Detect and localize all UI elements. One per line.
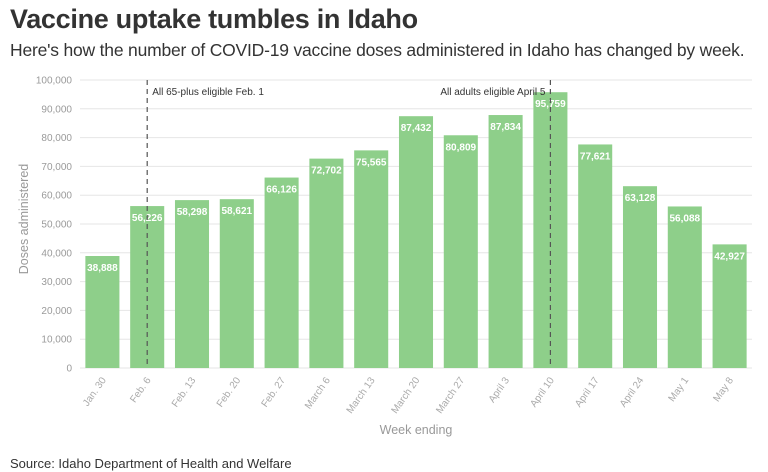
data-label: 72,702 xyxy=(311,166,342,177)
x-tick-label: Jan. 30 xyxy=(81,375,109,409)
annotation-label: All adults eligible April 5 xyxy=(440,87,545,98)
y-tick-label: 10,000 xyxy=(41,335,72,346)
annotations: All 65-plus eligible Feb. 1 All adults el… xyxy=(146,80,552,368)
x-tick-label: Feb. 6 xyxy=(128,375,154,405)
annotation-label: All 65-plus eligible Feb. 1 xyxy=(152,87,264,98)
source-note: Source: Idaho Department of Health and W… xyxy=(10,456,292,471)
y-tick-label: 40,000 xyxy=(41,248,72,259)
x-tick-label: March 6 xyxy=(303,375,333,411)
y-tick-label: 30,000 xyxy=(41,277,72,288)
x-axis-tick-labels: Jan. 30 Feb. 6 Feb. 13 Feb. 20 Feb. 27 March … xyxy=(81,375,736,416)
data-label: 56,088 xyxy=(670,213,701,224)
data-label: 58,621 xyxy=(222,206,253,217)
bar xyxy=(264,177,299,368)
x-tick-label: April 3 xyxy=(487,375,513,405)
y-tick-label: 20,000 xyxy=(41,306,72,317)
y-tick-label: 90,000 xyxy=(41,104,72,115)
x-tick-label: Feb. 27 xyxy=(260,375,289,409)
data-label: 38,888 xyxy=(87,263,118,274)
bar xyxy=(443,135,478,368)
y-axis-title: Doses administered xyxy=(17,164,31,275)
x-tick-label: March 27 xyxy=(434,375,467,416)
chart-subtitle: Here's how the number of COVID-19 vaccin… xyxy=(10,40,745,60)
x-tick-label: April 24 xyxy=(618,375,647,409)
x-tick-label: Feb. 13 xyxy=(170,375,199,409)
bar xyxy=(712,244,747,368)
bar xyxy=(85,256,120,368)
bar xyxy=(578,144,613,368)
data-label: 75,565 xyxy=(356,157,387,168)
chart-title: Vaccine uptake tumbles in Idaho xyxy=(10,4,418,34)
x-tick-label: April 10 xyxy=(528,375,557,409)
bar xyxy=(398,116,434,369)
bar xyxy=(354,150,389,368)
data-label: 87,432 xyxy=(401,123,432,134)
data-label: 77,621 xyxy=(580,151,611,162)
y-tick-label: 70,000 xyxy=(41,162,72,173)
x-tick-label: May 1 xyxy=(667,375,692,404)
data-label: 63,128 xyxy=(625,193,656,204)
bar xyxy=(667,206,702,368)
y-tick-label: 50,000 xyxy=(41,220,72,231)
x-tick-label: March 20 xyxy=(390,375,423,416)
bar xyxy=(174,200,210,368)
y-tick-label: 60,000 xyxy=(41,191,72,202)
data-label: 95,759 xyxy=(535,99,566,110)
y-axis-tick-labels: 0 10,000 20,000 30,000 40,000 50,000 60,000 70,… xyxy=(36,76,73,375)
data-label: 80,809 xyxy=(446,142,477,153)
data-label: 66,126 xyxy=(266,185,297,196)
data-label: 42,927 xyxy=(714,251,745,262)
x-axis-title: Week ending xyxy=(380,423,453,437)
x-tick-label: April 17 xyxy=(573,375,602,409)
y-tick-label: 100,000 xyxy=(36,76,73,87)
y-tick-label: 0 xyxy=(66,364,72,375)
data-label: 87,834 xyxy=(490,122,521,133)
y-tick-label: 80,000 xyxy=(41,133,72,144)
x-tick-label: May 8 xyxy=(711,375,736,404)
x-tick-label: March 13 xyxy=(345,375,378,416)
bar xyxy=(219,199,254,368)
bar xyxy=(309,158,344,368)
data-label: 58,298 xyxy=(177,207,208,218)
bar xyxy=(622,186,658,368)
x-tick-label: Feb. 20 xyxy=(215,375,244,409)
bar xyxy=(488,115,523,368)
